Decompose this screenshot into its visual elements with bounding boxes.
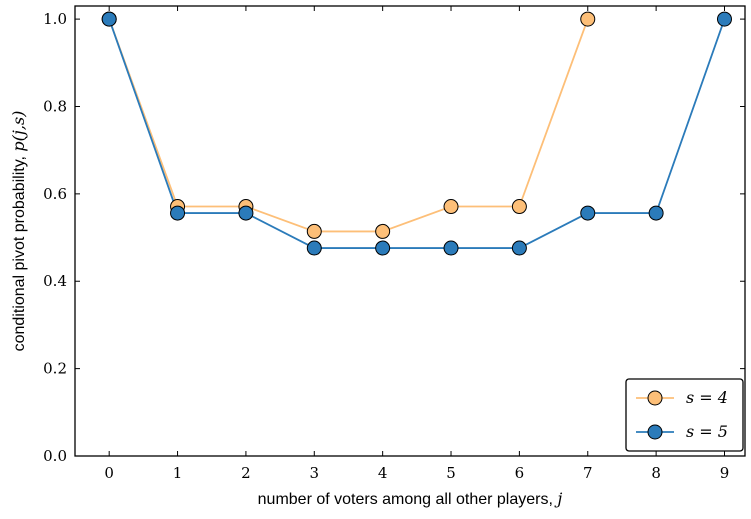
series-1-point <box>716 11 732 27</box>
series-line-0 <box>108 18 589 233</box>
x-tick-label: 1 <box>173 464 183 482</box>
x-axis-label: number of voters among all other players… <box>258 489 563 508</box>
series-1-point <box>306 240 322 256</box>
y-axis-label: conditional pivot probability, p(j,s) <box>9 111 28 352</box>
legend-marker-0 <box>647 390 663 406</box>
axis-ticks: 0 1 2 3 4 5 6 7 8 9 0.0 0.2 0.4 0.6 0.8 1.0 <box>43 6 745 482</box>
x-tick-label: 0 <box>104 464 114 482</box>
y-tick-label: 0.8 <box>43 97 67 115</box>
y-axis-label-text: conditional pivot probability, <box>11 152 28 352</box>
legend-label-0: s = 4 <box>686 388 728 407</box>
legend-marker-1 <box>647 424 663 440</box>
y-tick-label: 0.0 <box>43 447 67 465</box>
legend: s = 4 s = 5 <box>625 378 744 452</box>
y-tick-label: 0.4 <box>43 272 67 290</box>
series-0-point <box>580 11 596 27</box>
series-0-point <box>375 223 391 239</box>
x-tick-label: 7 <box>583 464 593 482</box>
y-tick-label: 0.6 <box>43 185 67 203</box>
series-1-point <box>443 240 459 256</box>
x-tick-label: 5 <box>446 464 456 482</box>
x-axis-label-text: number of voters among all other players… <box>258 491 558 508</box>
series-1-point <box>511 240 527 256</box>
series-0-point <box>306 223 322 239</box>
series-1-point <box>101 11 117 27</box>
x-tick-label: 4 <box>378 464 388 482</box>
y-axis-label-variable: p(j,s) <box>9 111 28 152</box>
series-layer <box>101 11 732 256</box>
series-0-point <box>443 199 459 215</box>
series-0-point <box>511 199 527 215</box>
series-1-point <box>648 205 664 221</box>
x-tick-label: 3 <box>310 464 320 482</box>
x-axis-label-variable: j <box>554 489 562 508</box>
y-tick-label: 0.2 <box>43 360 67 378</box>
series-1-point <box>580 205 596 221</box>
y-tick-label: 1.0 <box>43 10 67 28</box>
series-1-point <box>375 240 391 256</box>
x-tick-label: 2 <box>241 464 251 482</box>
series-line-1 <box>108 18 726 249</box>
legend-label-1: s = 5 <box>686 422 728 441</box>
plot-area-frame <box>74 5 746 457</box>
series-1-point <box>238 205 254 221</box>
series-1-point <box>170 205 186 221</box>
x-tick-label: 9 <box>720 464 730 482</box>
x-tick-label: 6 <box>515 464 525 482</box>
x-tick-label: 8 <box>651 464 661 482</box>
